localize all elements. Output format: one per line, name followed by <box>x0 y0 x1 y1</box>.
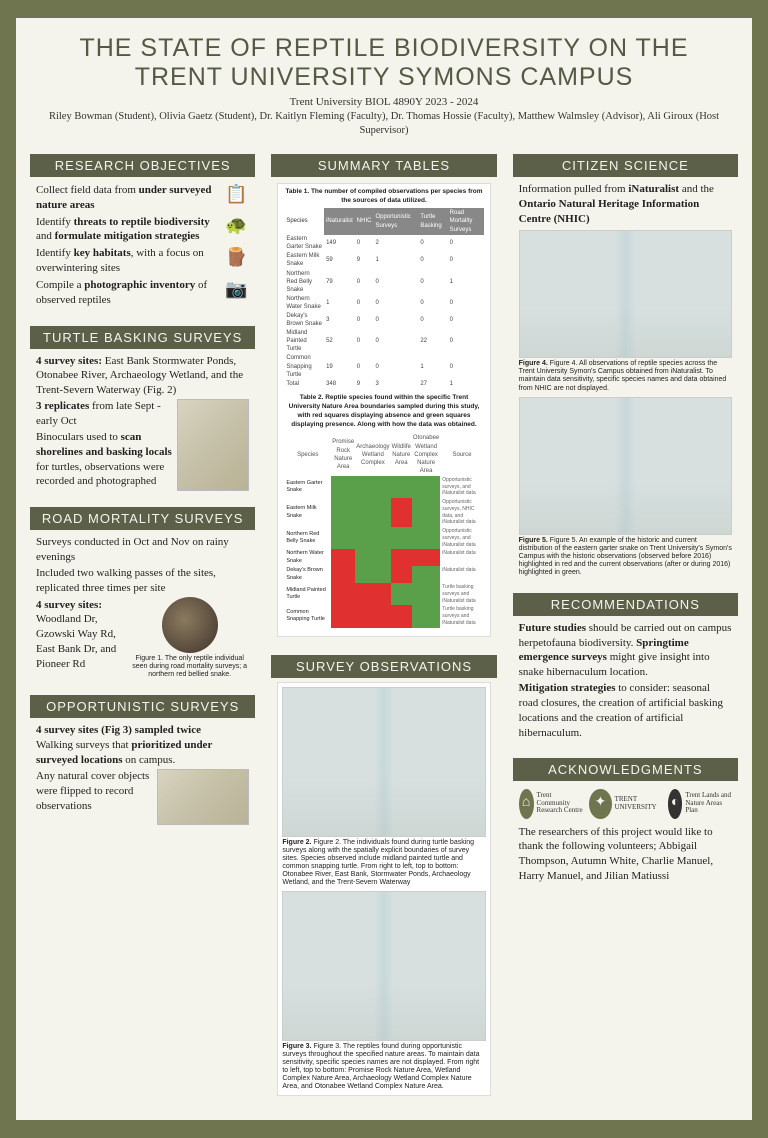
header-basking: TURTLE BASKING SURVEYS <box>26 322 259 349</box>
left-column: RESEARCH OBJECTIVES Collect field data f… <box>26 150 259 1108</box>
road-l2: Included two walking passes of the sites… <box>36 566 249 596</box>
table1: SpeciesiNaturalistNHICOpportunistic Surv… <box>284 208 483 388</box>
header-tables: SUMMARY TABLES <box>267 150 500 177</box>
fig3-caption: Figure 3. Figure 3. The reptiles found d… <box>282 1043 485 1091</box>
objectives-body: Collect field data from under surveyed n… <box>26 177 259 322</box>
rec-body: Future studies should be carried out on … <box>509 616 742 754</box>
opp-l2-pre: Walking surveys that <box>36 739 131 751</box>
opp-body: 4 survey sites (Fig 3) sampled twice Wal… <box>26 718 259 838</box>
table1-title: Table 1. The number of compiled observat… <box>284 188 483 206</box>
header-ack: ACKNOWLEDGMENTS <box>509 754 742 781</box>
basking-reps-label: 3 replicates <box>36 400 89 412</box>
table2-title: Table 2. Reptile species found within th… <box>284 394 483 429</box>
clipboard-icon: 📋 <box>223 183 249 205</box>
citizen-body: Information pulled from iNaturalist and … <box>509 177 742 589</box>
logos: ⌂Trent Community Research Centre ✦ TRENT … <box>519 789 732 819</box>
road-sites-label: 4 survey sites: <box>36 599 102 611</box>
rec-p2-b: Mitigation strategies <box>519 682 616 694</box>
header-rec: RECOMMENDATIONS <box>509 589 742 616</box>
header-obs: SURVEY OBSERVATIONS <box>267 651 500 678</box>
fig4-caption: Figure 4. Figure 4. All observations of … <box>519 360 732 392</box>
authors: Riley Bowman (Student), Olivia Gaetz (St… <box>40 110 728 138</box>
logo-tlnap-icon: ◐ <box>668 789 682 819</box>
basking-binoc-pre: Binoculars used to <box>36 431 121 443</box>
fig5-caption: Figure 5. Figure 5. An example of the hi… <box>519 537 732 577</box>
header-citizen: CITIZEN SCIENCE <box>509 150 742 177</box>
road-body: Surveys conducted in Oct and Nov on rain… <box>26 530 259 691</box>
fig4-map <box>519 230 732 358</box>
logo-trcrc: Trent Community Research Centre <box>537 792 586 815</box>
ack-body: ⌂Trent Community Research Centre ✦ TRENT … <box>509 781 742 897</box>
logo-trcrc-icon: ⌂ <box>519 789 534 819</box>
fig3-map <box>282 891 485 1041</box>
obs-body: Figure 2. Figure 2. The individuals foun… <box>267 678 500 1109</box>
road-fig1-caption: Figure 1. The only reptile individual se… <box>130 655 249 679</box>
camera-icon: 📷 <box>223 278 249 300</box>
basking-body: 4 survey sites: East Bank Stormwater Pon… <box>26 349 259 504</box>
rec-p1-b1: Future studies <box>519 622 586 634</box>
logo-trent: TRENT UNIVERSITY <box>615 796 665 811</box>
header-road: ROAD MORTALITY SURVEYS <box>26 503 259 530</box>
title-block: THE STATE OF REPTILE BIODIVERSITY ON THE… <box>16 18 752 146</box>
log-icon: 🪵 <box>223 246 249 268</box>
header-opp: OPPORTUNISTIC SURVEYS <box>26 691 259 718</box>
road-l1: Surveys conducted in Oct and Nov on rain… <box>36 535 249 565</box>
logo-tlnap: Trent Lands and Nature Areas Plan <box>685 792 732 815</box>
basking-binoc-post: for turtles, observations were recorded … <box>36 461 164 488</box>
fig5-map <box>519 397 732 535</box>
road-photo <box>162 597 218 653</box>
table1-block: Table 1. The number of compiled observat… <box>277 183 490 637</box>
opp-l1: 4 survey sites (Fig 3) sampled twice <box>36 723 249 738</box>
middle-column: SUMMARY TABLES Table 1. The number of co… <box>267 150 500 1108</box>
opp-photo <box>157 769 249 825</box>
citizen-l1-b2: Ontario Natural Heritage Information Cen… <box>519 198 700 225</box>
citizen-l1-b: iNaturalist <box>628 183 679 195</box>
table2: SpeciesPromise Rock Nature AreaArchaeolo… <box>284 433 483 627</box>
road-sites: Woodland Dr, Gzowski Way Rd, East Bank D… <box>36 613 116 670</box>
poster: THE STATE OF REPTILE BIODIVERSITY ON THE… <box>16 18 752 1120</box>
right-column: CITIZEN SCIENCE Information pulled from … <box>509 150 742 1108</box>
fig2-map <box>282 687 485 837</box>
citizen-l1-pre: Information pulled from <box>519 183 629 195</box>
turtle-icon: 🐢 <box>223 215 249 237</box>
main-title: THE STATE OF REPTILE BIODIVERSITY ON THE… <box>40 34 728 92</box>
basking-photo <box>177 399 249 491</box>
subtitle: Trent University BIOL 4890Y 2023 - 2024 <box>40 96 728 108</box>
logo-trent-icon: ✦ <box>589 789 611 819</box>
opp-l2-post: on campus. <box>122 754 175 766</box>
basking-sites-label: 4 survey sites: <box>36 355 102 367</box>
ack-text: The researchers of this project would li… <box>519 825 732 884</box>
header-objectives: RESEARCH OBJECTIVES <box>26 150 259 177</box>
columns: RESEARCH OBJECTIVES Collect field data f… <box>16 146 752 1112</box>
tables-body: Table 1. The number of compiled observat… <box>267 177 500 651</box>
fig2-caption: Figure 2. Figure 2. The individuals foun… <box>282 839 485 887</box>
citizen-l1-mid: and the <box>679 183 714 195</box>
